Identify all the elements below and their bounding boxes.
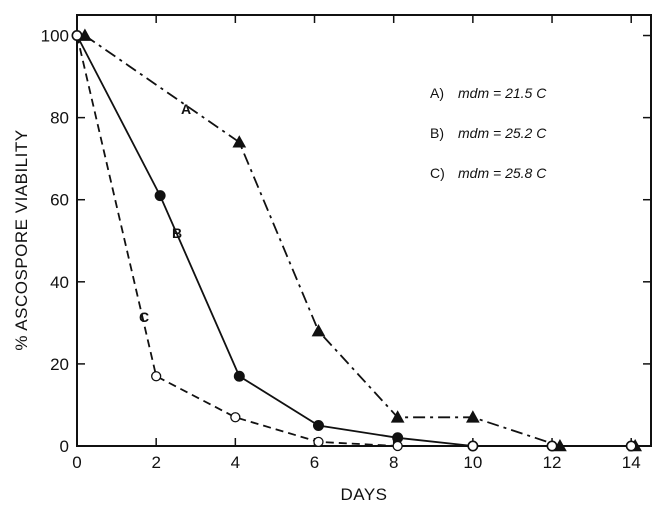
point-c <box>546 440 558 452</box>
point-a <box>311 324 326 337</box>
curve-label-a: A <box>181 101 191 117</box>
legend-text-c: mdm = 25.8 C <box>458 165 547 181</box>
point-c <box>71 30 83 41</box>
x-tick-label: 2 <box>151 453 160 472</box>
point-c <box>313 436 324 448</box>
axis-ticks: 0 2 4 6 8 10 12 14 0 20 40 60 80 100 <box>41 15 651 472</box>
legend: A) mdm = 21.5 C B) mdm = 25.2 C C) mdm =… <box>430 85 547 181</box>
point-c <box>151 371 162 382</box>
y-tick-label: 100 <box>41 27 69 46</box>
plot-frame <box>76 14 652 447</box>
series-line-c <box>76 35 632 447</box>
point-c <box>392 440 403 452</box>
legend-label-a: A) <box>430 85 444 101</box>
data-markers <box>71 28 643 452</box>
y-axis-title: % ASCOSPORE VIABILITY <box>12 129 31 350</box>
legend-label-b: B) <box>430 125 444 141</box>
x-tick-label: 0 <box>72 453 81 472</box>
point-c <box>626 440 637 452</box>
y-tick-label: 60 <box>50 191 69 210</box>
curve-labels: A B C <box>139 101 191 325</box>
y-tick-label: 0 <box>60 437 69 456</box>
point-c <box>230 412 241 423</box>
legend-text-a: mdm = 21.5 C <box>458 85 547 101</box>
curve-label-c: C <box>139 309 149 325</box>
point-a <box>232 135 247 148</box>
x-tick-label: 10 <box>463 453 482 472</box>
x-tick-label: 4 <box>231 453 240 472</box>
point-b <box>233 370 245 382</box>
y-tick-label: 40 <box>50 273 69 292</box>
point-b <box>312 419 324 431</box>
series-line-b <box>76 35 632 447</box>
x-tick-label: 6 <box>310 453 319 472</box>
x-tick-label: 12 <box>543 453 562 472</box>
point-a <box>390 410 405 423</box>
series-line-a <box>84 34 636 447</box>
curve-label-b: B <box>172 225 182 241</box>
legend-text-b: mdm = 25.2 C <box>458 125 547 141</box>
point-c <box>467 440 479 452</box>
legend-label-c: C) <box>430 165 445 181</box>
point-b <box>154 190 166 202</box>
point-a <box>466 410 480 423</box>
series-lines <box>76 34 636 447</box>
x-tick-label: 14 <box>622 453 641 472</box>
x-axis-title: DAYS <box>340 485 387 504</box>
y-tick-label: 20 <box>50 355 69 374</box>
y-tick-label: 80 <box>50 109 69 128</box>
x-tick-label: 8 <box>389 453 398 472</box>
